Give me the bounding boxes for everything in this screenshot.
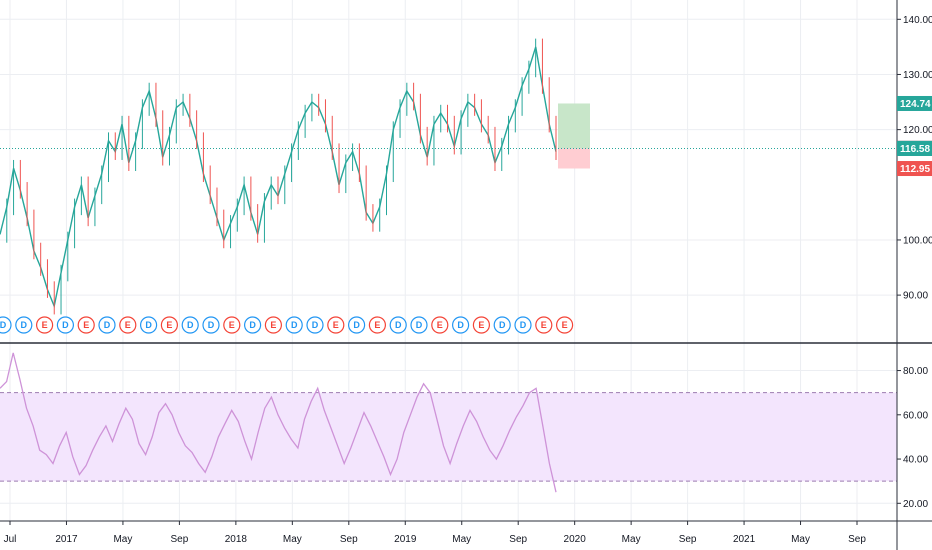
earnings-marker[interactable] [264, 316, 282, 334]
dividend-marker[interactable] [140, 316, 158, 334]
earnings-marker[interactable] [472, 316, 490, 334]
event-marker-label: D [21, 320, 28, 330]
price-badge-label: 116.58 [900, 144, 930, 155]
rsi-series [0, 352, 557, 493]
earnings-marker[interactable] [77, 316, 95, 334]
price-tick-label: 90.00 [903, 291, 928, 302]
event-marker-label: E [562, 320, 568, 330]
event-marker-label: E [229, 320, 235, 330]
earnings-marker[interactable] [327, 316, 345, 334]
time-tick-label: 2020 [564, 534, 587, 545]
event-marker-label: D [416, 320, 423, 330]
event-marker-label: D [499, 320, 506, 330]
dividend-marker[interactable] [0, 316, 12, 334]
price-tick-label: 140.00 [903, 15, 932, 26]
time-tick-label: 2018 [225, 534, 248, 545]
event-marker-label: D [291, 320, 298, 330]
time-tick-label: Jul [4, 534, 17, 545]
dividend-marker[interactable] [410, 316, 428, 334]
event-marker-label: D [457, 320, 464, 330]
dividend-marker[interactable] [285, 316, 303, 334]
rsi-tick-label: 20.00 [903, 499, 928, 510]
event-marker-label: D [312, 320, 319, 330]
price-badge [897, 161, 932, 177]
price-badge [897, 95, 932, 111]
dividend-marker[interactable] [98, 316, 116, 334]
earnings-marker[interactable] [35, 316, 54, 334]
dividend-marker[interactable] [348, 316, 366, 334]
time-tick-label: Sep [509, 534, 527, 545]
event-marker-label: D [0, 320, 7, 330]
time-tick-label: May [113, 534, 132, 545]
earnings-marker[interactable] [431, 316, 449, 334]
rsi-band [0, 392, 897, 482]
event-marker-label: D [249, 320, 256, 330]
dividend-marker[interactable] [56, 316, 75, 334]
earnings-marker[interactable] [555, 316, 574, 334]
price-tick-label: 130.00 [903, 70, 932, 81]
dividend-marker[interactable] [493, 316, 511, 334]
earnings-marker[interactable] [535, 316, 553, 334]
rsi-line [0, 352, 557, 493]
dividend-marker[interactable] [514, 316, 532, 334]
event-marker-label: E [42, 320, 48, 330]
time-tick-label: Sep [848, 534, 866, 545]
time-tick-label: Sep [679, 534, 697, 545]
time-tick-label: 2019 [394, 534, 417, 545]
time-tick-label: Sep [340, 534, 358, 545]
event-marker-label: E [166, 320, 172, 330]
event-marker-label: E [437, 320, 443, 330]
rsi-band-fill [0, 392, 897, 482]
event-marker-label: D [62, 320, 69, 330]
event-marker-label: E [333, 320, 339, 330]
time-tick-label: 2021 [733, 534, 756, 545]
dividend-marker[interactable] [306, 316, 324, 334]
price-tick-label: 100.00 [903, 235, 932, 246]
event-marker-label: E [270, 320, 276, 330]
rsi-tick-label: 60.00 [903, 410, 928, 421]
rsi-tick-label: 80.00 [903, 366, 928, 377]
time-tick-label: May [622, 534, 641, 545]
event-marker-label: E [125, 320, 131, 330]
profit-zone[interactable] [558, 103, 590, 149]
earnings-marker[interactable] [223, 316, 241, 334]
long-position-tool[interactable] [558, 103, 590, 169]
price-badge [897, 140, 932, 156]
dividend-marker[interactable] [244, 316, 262, 334]
event-marker-label: D [104, 320, 111, 330]
event-marker-label: E [374, 320, 380, 330]
event-marker-label: E [478, 320, 484, 330]
price-series [0, 38, 897, 315]
price-badge-label: 112.95 [900, 164, 930, 175]
earnings-marker[interactable] [119, 316, 137, 334]
dividend-marker[interactable] [452, 316, 470, 334]
event-marker-label: E [541, 320, 547, 330]
time-tick-label: Sep [171, 534, 189, 545]
time-tick-label: May [452, 534, 471, 545]
axes: 140.00 130.00 120.00 100.00 90.00 80.00 60.00 4… [4, 15, 932, 545]
dividend-marker[interactable] [181, 316, 199, 334]
time-tick-label: 2017 [55, 534, 78, 545]
rsi-tick-label: 40.00 [903, 455, 928, 466]
price-badge-label: 124.74 [900, 99, 931, 110]
event-marker-label: D [353, 320, 360, 330]
event-marker-label: D [520, 320, 527, 330]
event-marker-label: D [208, 320, 215, 330]
dividend-marker[interactable] [15, 316, 33, 334]
earnings-marker[interactable] [368, 316, 386, 334]
event-marker-label: D [187, 320, 194, 330]
earnings-marker[interactable] [160, 316, 178, 334]
event-marker-label: E [83, 320, 89, 330]
time-tick-label: May [283, 534, 302, 545]
price-tick-label: 120.00 [903, 125, 932, 136]
dividend-marker[interactable] [202, 316, 220, 334]
event-marker-label: D [145, 320, 152, 330]
event-marker-label: D [395, 320, 402, 330]
time-tick-label: May [791, 534, 810, 545]
loss-zone[interactable] [558, 148, 590, 169]
dividend-marker[interactable] [389, 316, 407, 334]
